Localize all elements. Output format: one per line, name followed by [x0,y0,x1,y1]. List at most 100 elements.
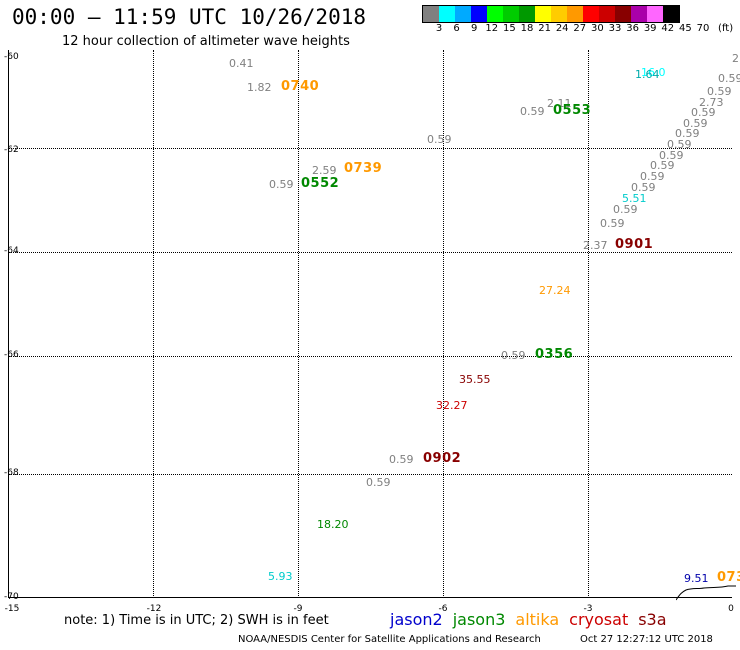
grid-line-lon [443,50,444,598]
wave-height-value: 2.11 [547,97,572,110]
grid-line-lat [8,252,732,253]
lat-label: -66 [4,350,19,360]
wave-height-value: 5.51 [622,192,647,205]
colorbar-swatch [663,6,679,22]
colorbar-labels: 3 6 9 12 15 18 21 24 27 30 33 36 39 42 45 70 (ft) [422,23,740,35]
pass-time-label: 0739 [344,161,383,176]
wave-height-value: 0.59 [691,106,716,119]
lat-label: -60 [4,52,19,62]
wave-height-value: 0.59 [501,349,526,362]
lon-label: -3 [583,604,593,614]
pass-time-label: 073 [717,570,740,585]
wave-height-value: 0.59 [675,127,700,140]
wave-height-value: 0.59 [427,133,452,146]
legend-item-cryosat: cryosat [569,610,629,629]
colorbar-label: 9 [471,23,478,34]
colorbar-label: 15 [503,23,516,34]
grid-line-lat [8,474,732,475]
wave-height-value: 0.59 [683,117,708,130]
coastline-antarctica [676,585,736,601]
wave-height-value: 0.59 [366,476,391,489]
lon-label: -12 [146,604,162,614]
pass-time-label: 0740 [281,79,320,94]
colorbar-label: 12 [485,23,499,34]
wave-height-value: 32.27 [436,399,468,412]
wave-height-value: 35.55 [459,373,491,386]
wave-height-value: 2.37 [583,239,608,252]
colorbar-swatch [503,6,519,22]
wave-height-value: 0.41 [229,57,254,70]
map-subtitle: 12 hour collection of altimeter wave hei… [62,34,350,49]
colorbar-swatch [551,6,567,22]
grid-line-lon [298,50,299,598]
wave-height-value: 27.24 [539,284,571,297]
grid-line-lon [153,50,154,598]
colorbar-label: 33 [608,23,622,34]
colorbar-label: 24 [555,23,569,34]
wave-height-value: 1.82 [247,81,272,94]
pass-time-label: 0553 [553,103,592,118]
pass-time-label: 0901 [615,237,654,252]
wave-height-value: 0.59 [520,105,545,118]
lat-label: -62 [4,145,19,155]
lon-label: 0 [728,604,734,614]
map-frame [8,50,732,598]
map-title: 00:00 – 11:59 UTC 10/26/2018 [12,5,367,29]
colorbar-swatch [599,6,615,22]
colorbar-label: 30 [591,23,604,34]
colorbar-label: 39 [643,23,657,34]
lat-label: -70 [4,592,19,602]
wave-height-value: 0.59 [718,72,740,85]
wave-height-value: 16.0 [641,66,666,79]
wave-height-value: 0.59 [650,159,675,172]
satellite-legend: jason2 jason3 altika cryosat s3a [390,610,677,629]
colorbar-label: 27 [573,23,587,34]
wave-height-value: 2.59 [312,164,337,177]
colorbar-swatch [631,6,647,22]
grid-line-lon [588,50,589,598]
lat-label: -68 [4,468,19,478]
colorbar-swatch [423,6,439,22]
wave-height-value: 0.59 [667,138,692,151]
legend-item-altika: altika [515,610,560,629]
colorbar-swatch [615,6,631,22]
legend-item-jason2: jason2 [390,610,443,629]
wave-height-value: 5.93 [268,570,293,583]
colorbar-swatch [439,6,455,22]
colorbar-swatch [487,6,503,22]
wave-height-value: 0.59 [389,453,414,466]
colorbar-label: (ft) [718,23,734,34]
wave-height-value: 0.59 [600,217,625,230]
colorbar-swatch [583,6,599,22]
map-area [8,50,740,602]
legend-item-s3a: s3a [638,610,667,629]
grid-line-lat [8,356,732,357]
colorbar-label: 21 [538,23,551,34]
colorbar-label: 70 [696,23,710,34]
lon-label: -9 [293,604,303,614]
wave-height-value: 2.73 [699,96,724,109]
legend-item-jason3: jason3 [452,610,506,629]
wave-height-value: 0.59 [640,170,665,183]
credit-line: NOAA/NESDIS Center for Satellite Applica… [238,634,541,645]
wave-height-value: 18.20 [317,518,349,531]
colorbar-label: 36 [626,23,639,34]
grid-line-lat [8,148,732,149]
pass-time-label: 0356 [535,347,574,362]
colorbar-swatch [647,6,663,22]
lat-label: -64 [4,246,19,256]
colorbar-swatch [567,6,583,22]
wave-height-value: 0.59 [613,203,638,216]
generated-timestamp: Oct 27 12:27:12 UTC 2018 [580,634,713,645]
colorbar-label: 3 [435,23,443,34]
colorbar-label: 18 [520,23,534,34]
colorbar-label: 6 [453,23,460,34]
wave-height-value: 1.64 [635,68,660,81]
wave-height-value: 9.51 [684,572,709,585]
pass-time-label: 0552 [301,176,340,191]
colorbar-swatch [535,6,551,22]
colorbar-label: 42 [661,23,675,34]
pass-time-label: 0902 [423,451,462,466]
colorbar-label: 45 [679,23,692,34]
wave-height-value: 2 [732,52,739,65]
